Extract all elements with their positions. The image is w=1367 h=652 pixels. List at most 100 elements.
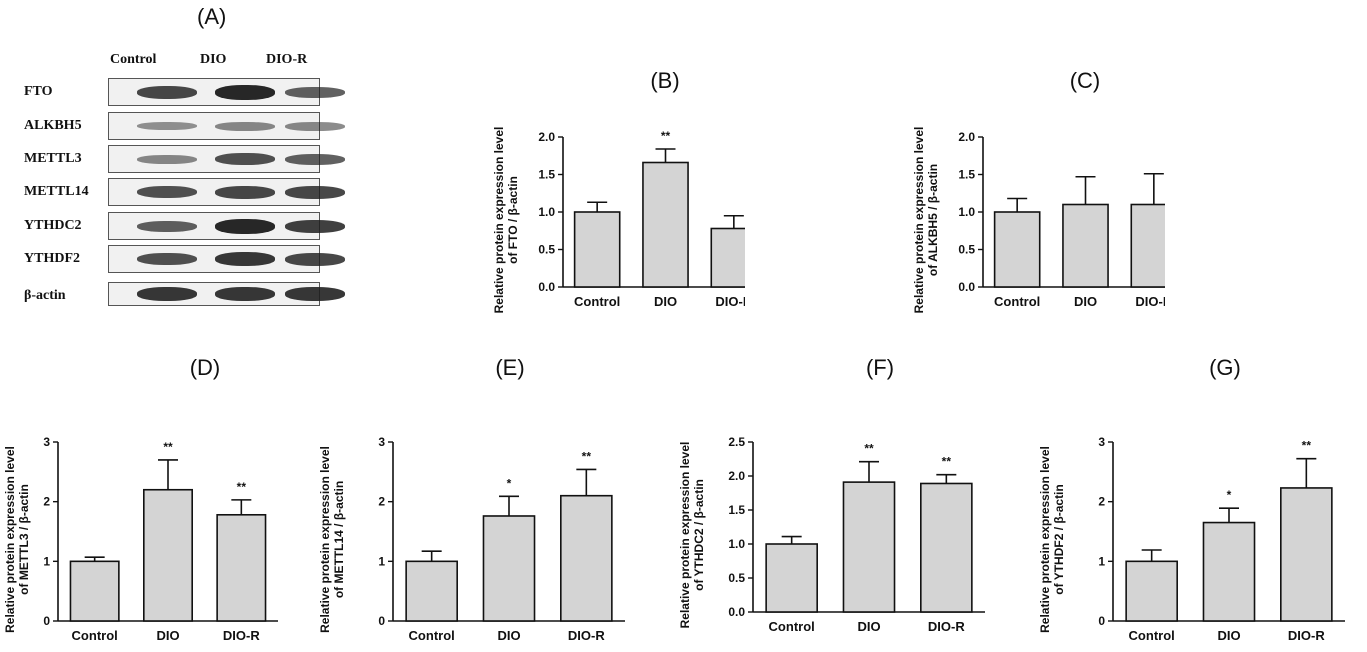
y-tick-label: 0.5	[538, 243, 555, 257]
x-tick-label: Control	[409, 628, 455, 643]
y-axis-label-line: Relative protein expression level	[3, 446, 17, 633]
blot-strip	[108, 78, 345, 106]
x-tick-label: DIO	[1074, 294, 1097, 309]
y-tick-label: 1.0	[958, 205, 975, 219]
x-tick-label: Control	[574, 294, 620, 309]
blot-strip	[108, 282, 345, 306]
y-tick-label: 3	[1098, 435, 1105, 449]
x-tick-label: Control	[994, 294, 1040, 309]
y-tick-label: 2.0	[958, 130, 975, 144]
significance-marker: **	[237, 480, 247, 494]
significance-marker: *	[507, 476, 512, 490]
bar	[482, 515, 536, 622]
x-tick-label: DIO	[1217, 628, 1240, 643]
y-axis-label-line: of YTHDC2 / β-actin	[692, 479, 706, 591]
blot-band	[285, 287, 345, 301]
y-axis-label: Relative protein expression level of FTO …	[492, 127, 520, 314]
bar	[993, 211, 1041, 288]
blot-band	[215, 218, 275, 234]
y-tick-label: 0	[378, 614, 385, 628]
blot-row-label: FTO	[24, 84, 53, 99]
blot-row-label: ALKBH5	[24, 118, 82, 133]
bar	[69, 560, 120, 622]
y-tick-label: 1	[1098, 554, 1105, 568]
blot-band	[137, 287, 197, 301]
y-axis-label-line: Relative protein expression level	[912, 127, 926, 314]
x-tick-label: DIO-R	[715, 294, 745, 309]
blot-band	[285, 219, 345, 233]
blot-row-label: YTHDC2	[24, 218, 82, 233]
bar	[1130, 203, 1165, 288]
y-tick-label: 0	[43, 614, 50, 628]
y-tick-label: 0	[1098, 614, 1105, 628]
bar-chart-mettl3: (D) Relative protein expression level of M…	[3, 355, 278, 643]
x-tick-label: Control	[72, 628, 118, 643]
y-axis-label-line: Relative protein expression level	[492, 127, 506, 314]
blot-band	[215, 84, 275, 100]
y-axis-label: Relative protein expression level of YTHD…	[1038, 446, 1066, 633]
y-axis-label-line: Relative protein expression level	[1038, 446, 1052, 633]
panel-label-a: (A)	[197, 4, 227, 29]
bar-chart-ythdf2: (G) Relative protein expression level of Y…	[1038, 355, 1345, 643]
blot-band	[285, 86, 345, 98]
y-tick-label: 2	[43, 495, 50, 509]
blot-band	[137, 122, 197, 130]
bar	[642, 161, 689, 288]
bar	[842, 481, 896, 613]
y-tick-label: 2.5	[728, 435, 745, 449]
panel-label: (B)	[650, 68, 679, 93]
blot-band	[137, 154, 197, 164]
y-axis-label: Relative protein expression level of ALKB…	[912, 127, 940, 314]
panel-label: (C)	[1070, 68, 1101, 93]
blot-band	[137, 186, 197, 198]
blot-column-label: DIO-R	[266, 52, 308, 67]
blot-row-label: METTL3	[24, 151, 82, 166]
y-tick-label: 0.0	[958, 280, 975, 294]
y-tick-label: 0.5	[728, 571, 745, 585]
bar	[1202, 521, 1256, 622]
x-tick-label: Control	[769, 619, 815, 634]
blot-strip	[108, 245, 345, 273]
blot-band	[137, 85, 197, 99]
y-tick-label: 2.0	[538, 130, 555, 144]
significance-marker: **	[864, 442, 874, 456]
significance-marker: **	[582, 449, 592, 463]
y-tick-label: 3	[43, 435, 50, 449]
bar	[765, 543, 818, 613]
blot-strip	[108, 212, 345, 240]
y-tick-label: 2.0	[728, 469, 745, 483]
bar	[573, 211, 621, 288]
significance-marker: **	[163, 440, 173, 454]
y-axis-label-line: of METTL3 / β-actin	[17, 484, 31, 595]
y-tick-label: 1	[43, 554, 50, 568]
x-tick-label: DIO-R	[1135, 294, 1165, 309]
blot-band	[137, 220, 197, 232]
x-tick-label: DIO	[497, 628, 520, 643]
blot-band	[215, 252, 275, 266]
blot-band	[285, 121, 345, 131]
blot-band	[215, 121, 275, 131]
y-axis-label-line: of FTO / β-actin	[506, 176, 520, 264]
y-tick-label: 1.0	[728, 537, 745, 551]
bar	[1062, 203, 1109, 288]
bar	[216, 513, 267, 622]
y-tick-label: 0.5	[958, 243, 975, 257]
blot-column-label: DIO	[200, 52, 227, 67]
bar	[405, 560, 458, 622]
x-tick-label: Control	[1129, 628, 1175, 643]
y-tick-label: 0.0	[728, 605, 745, 619]
significance-marker: **	[1302, 439, 1312, 453]
bar-chart-ythdc2: (F) Relative protein expression level of Y…	[678, 355, 985, 634]
y-axis-label: Relative protein expression level of METT…	[3, 446, 31, 633]
x-tick-label: DIO	[857, 619, 880, 634]
y-tick-label: 1.0	[538, 205, 555, 219]
blot-band	[215, 153, 275, 165]
y-tick-label: 3	[378, 435, 385, 449]
y-axis-label-line: of METTL14 / β-actin	[332, 481, 346, 598]
bar-chart-mettl14: (E) Relative protein expression level of M…	[318, 355, 625, 643]
blot-strip	[108, 178, 345, 206]
significance-marker: *	[1227, 488, 1232, 502]
bar	[710, 227, 745, 288]
bar	[143, 488, 194, 622]
x-tick-label: DIO-R	[1288, 628, 1325, 643]
